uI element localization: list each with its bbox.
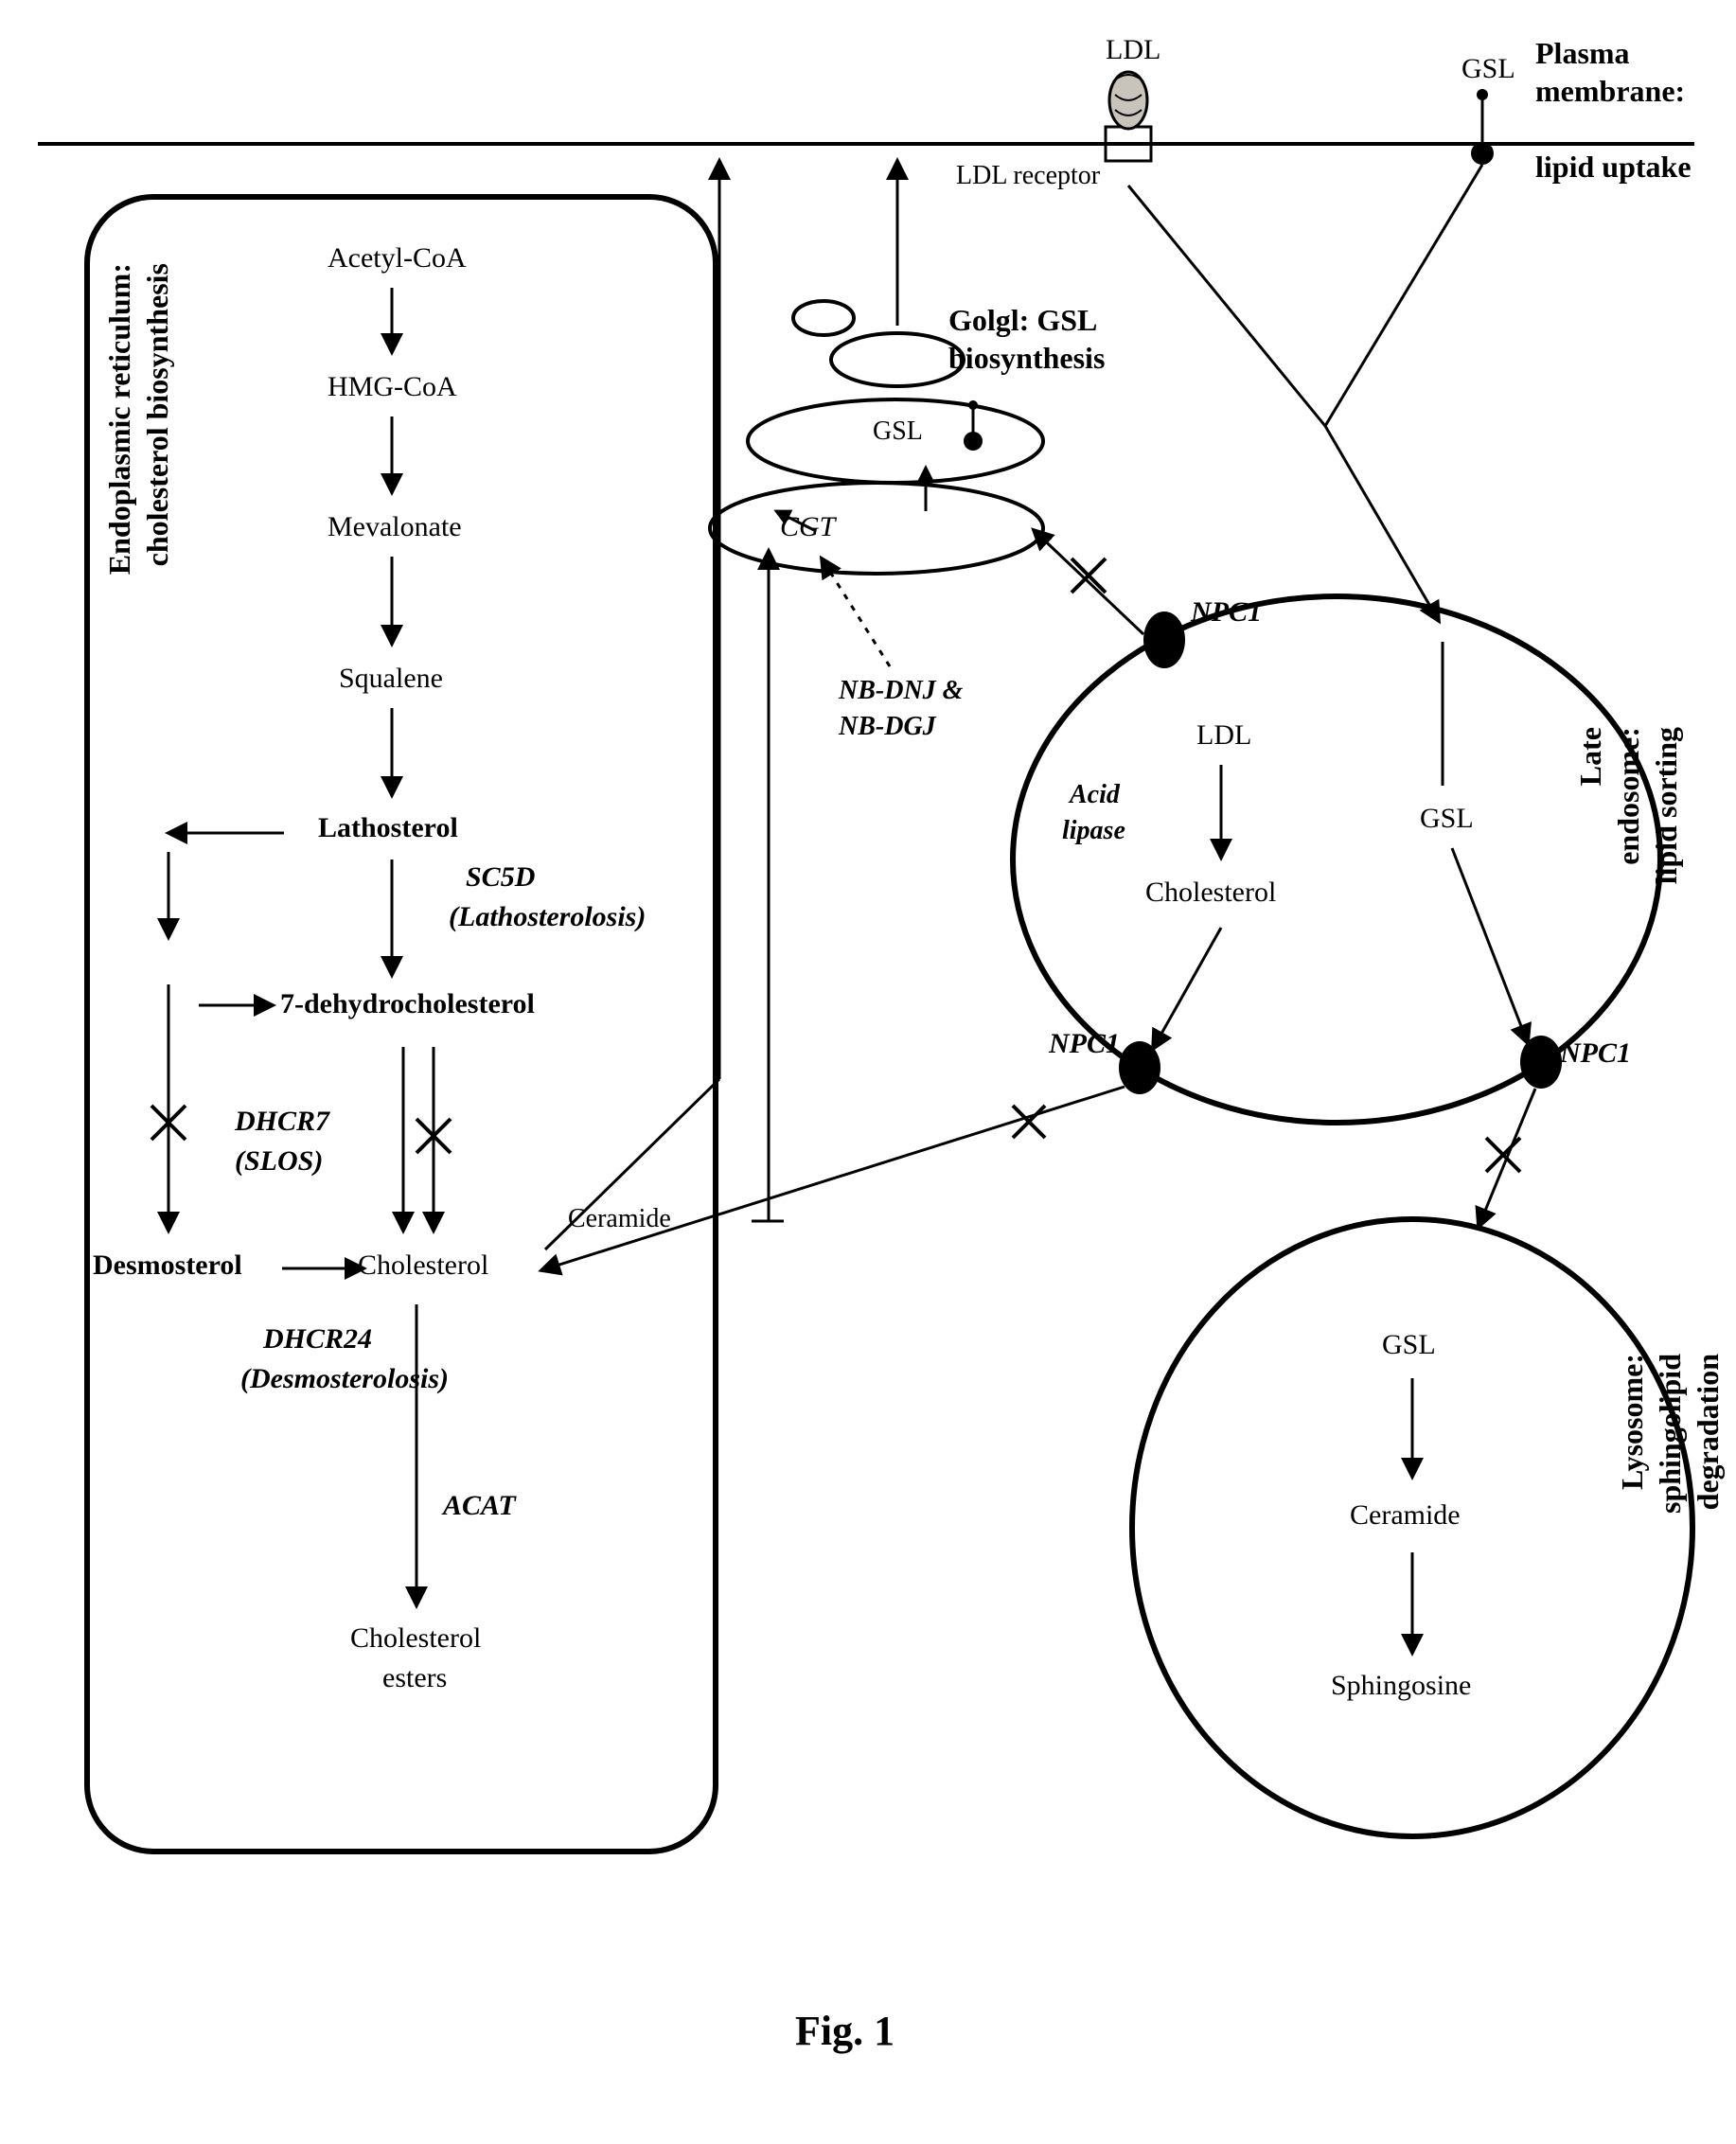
lyso-title-2: sphingolipid (1653, 1354, 1688, 1514)
desmosterol: Desmosterol (93, 1249, 242, 1282)
er-compartment (87, 197, 716, 1852)
golgi-cisterna-2 (831, 333, 964, 386)
step-squalene: Squalene (339, 663, 443, 695)
uptake-from-gsl (1325, 165, 1482, 426)
diagram-canvas: Plasma membrane: lipid uptake LDL LDL re… (0, 0, 1736, 2144)
step-mevalonate: Mevalonate (328, 511, 462, 543)
step-esters2: esters (382, 1662, 447, 1694)
npc1-top: NPC1 (1191, 596, 1262, 629)
step-esters1: Cholesterol (350, 1622, 481, 1655)
step-7dhc: 7-dehydrocholesterol (280, 988, 535, 1020)
uptake-from-ldl (1128, 186, 1325, 426)
golgi-title-1: Golgl: GSL (948, 303, 1097, 338)
er-title-1: Endoplasmic reticulum: (102, 263, 137, 575)
ldl-receptor-label: LDL receptor (956, 161, 1100, 191)
npc1-left: NPC1 (1049, 1028, 1120, 1060)
golgi-cisterna-1 (793, 301, 854, 335)
step-hmgcoa: HMG-CoA (328, 371, 457, 403)
endo-gsl: GSL (1420, 803, 1474, 835)
plasma-title: Plasma (1535, 36, 1630, 71)
golgi-cisterna-4 (710, 483, 1043, 574)
diagram-svg (0, 0, 1736, 2144)
lyso-title-1: Lysosome: (1615, 1354, 1650, 1490)
lyso-gsl: GSL (1382, 1329, 1436, 1361)
dhcr7: DHCR7 (235, 1106, 329, 1138)
inhibitor-1: NB-DNJ & (839, 676, 963, 706)
step-cholesterol: Cholesterol (358, 1249, 488, 1282)
plasma-sub1: membrane: (1535, 74, 1685, 109)
endo-lipase: lipase (1062, 816, 1125, 846)
sc5d-disease: (Lathosterolosis) (449, 901, 646, 933)
step-acetylcoa: Acetyl-CoA (328, 242, 467, 275)
lyso-title-3: degradation (1691, 1354, 1726, 1510)
gsl-pm-label: GSL (1461, 53, 1515, 85)
gsl-pm-dot (1471, 142, 1494, 165)
golgi-title-2: biosynthesis (948, 341, 1105, 376)
golgi-cgt: CGT (780, 511, 835, 543)
acat: ACAT (443, 1490, 516, 1522)
er-title-2: cholesterol biosynthesis (140, 263, 175, 566)
endo-acid: Acid (1070, 780, 1120, 810)
endo-ldl: LDL (1196, 719, 1251, 752)
ceramide-label: Ceramide (568, 1204, 671, 1234)
endosome-title-3: lipid sorting (1649, 727, 1684, 884)
inhibitor-2: NB-DGJ (839, 712, 936, 742)
plasma-sub2: lipid uptake (1535, 150, 1692, 185)
ldl-label: LDL (1106, 34, 1160, 66)
figure-caption: Fig. 1 (795, 2007, 895, 2055)
dhcr24-disease: (Desmosterolosis) (240, 1363, 449, 1395)
endosome-title-2: endosome: (1611, 727, 1646, 865)
lyso-sphingosine: Sphingosine (1331, 1670, 1471, 1702)
endosome-title-1: Late (1573, 727, 1608, 786)
step-lathosterol: Lathosterol (318, 812, 458, 844)
endo-chol: Cholesterol (1145, 877, 1276, 909)
golgi-gsl: GSL (873, 416, 923, 447)
npc1-dot-top (1143, 611, 1185, 668)
lyso-ceramide: Ceramide (1350, 1499, 1461, 1532)
npc1-right: NPC1 (1560, 1037, 1631, 1070)
sc5d: SC5D (466, 861, 535, 894)
dhcr7-disease: (SLOS) (235, 1145, 323, 1178)
dhcr24: DHCR24 (263, 1323, 372, 1356)
